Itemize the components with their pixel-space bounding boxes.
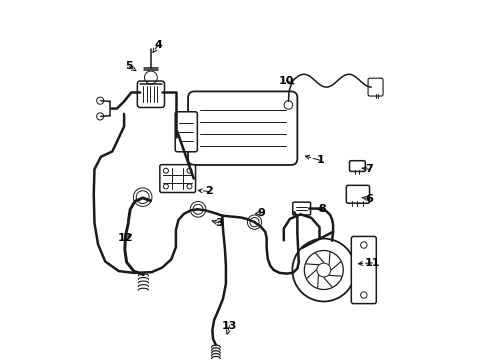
Text: 12: 12: [118, 233, 133, 243]
Text: 2: 2: [204, 186, 212, 197]
Text: 5: 5: [125, 62, 133, 71]
FancyBboxPatch shape: [350, 237, 376, 303]
Text: 11: 11: [364, 258, 379, 268]
FancyBboxPatch shape: [160, 165, 195, 193]
FancyBboxPatch shape: [349, 161, 365, 171]
Text: 8: 8: [318, 204, 325, 214]
FancyBboxPatch shape: [367, 78, 382, 96]
FancyBboxPatch shape: [188, 91, 297, 165]
FancyBboxPatch shape: [175, 112, 197, 152]
FancyBboxPatch shape: [346, 185, 369, 203]
Text: 9: 9: [257, 208, 265, 218]
Text: 10: 10: [278, 76, 294, 86]
FancyBboxPatch shape: [137, 81, 164, 108]
Text: 13: 13: [222, 321, 237, 331]
FancyBboxPatch shape: [292, 202, 310, 215]
Text: 6: 6: [364, 194, 372, 203]
Text: 3: 3: [215, 218, 222, 228]
Text: 4: 4: [154, 40, 162, 50]
Text: 7: 7: [364, 164, 372, 174]
Text: 1: 1: [316, 156, 324, 165]
